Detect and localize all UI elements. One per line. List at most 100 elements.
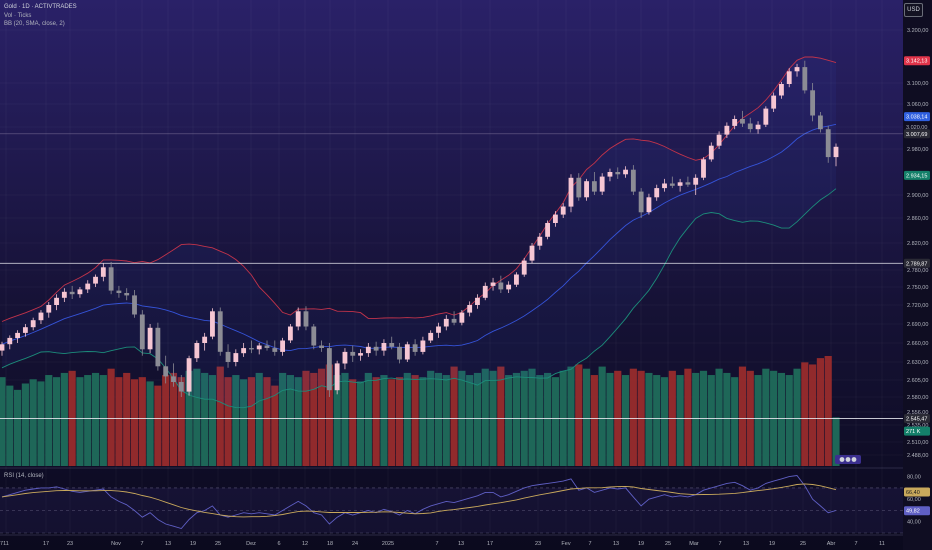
candle-body: [295, 311, 301, 327]
candle-body: [241, 348, 247, 354]
candle-body: [124, 293, 130, 296]
volume-bar: [107, 368, 115, 466]
currency-button[interactable]: USD: [904, 3, 923, 17]
volume-bar: [146, 381, 154, 466]
candle-body: [69, 291, 75, 295]
volume-bar: [45, 375, 53, 466]
time-tick-label: 25: [215, 541, 221, 547]
candle-body: [436, 326, 441, 333]
rsi-tick-label: 40,00: [907, 520, 921, 526]
volume-bar: [333, 375, 341, 466]
price-tick-label: 2.690,00: [907, 322, 928, 328]
time-tick-label: 17: [43, 541, 49, 547]
candle-body: [46, 305, 52, 313]
volume-bar: [154, 385, 162, 466]
candle-body: [210, 311, 215, 337]
volume-bar: [450, 366, 458, 466]
candle-body: [662, 183, 667, 189]
volume-bar: [279, 372, 287, 466]
volume-bar: [481, 368, 489, 466]
candle-body: [85, 283, 91, 290]
time-tick-label: 7: [718, 541, 721, 547]
volume-bar: [224, 377, 232, 466]
volume-bar: [434, 372, 443, 466]
candle-body: [443, 318, 449, 327]
volume-bar: [76, 377, 84, 466]
price-axis[interactable]: 3.200,00 3.100,00 3.060,00 3.020,00 2.980,00…: [907, 28, 928, 526]
candle-body: [506, 284, 512, 290]
volume-bar: [411, 375, 419, 466]
volume-bar: [216, 366, 224, 466]
candle-body: [100, 267, 106, 277]
candle-body: [833, 146, 839, 158]
volume-bar: [130, 379, 139, 466]
time-tick-label: 7: [854, 541, 857, 547]
candle-body: [163, 366, 169, 377]
rsi-tag: 49,82: [906, 509, 920, 515]
volume-bar: [629, 368, 637, 466]
rsi-pane: [0, 475, 903, 534]
volume-bar: [325, 364, 333, 466]
candle-body: [451, 318, 457, 323]
volume-bar: [240, 379, 248, 466]
candle-body: [584, 181, 589, 198]
candle-body: [334, 363, 340, 391]
candle-body: [802, 67, 808, 91]
rsi-legend[interactable]: RSI (14, close): [4, 473, 44, 479]
volume-bar: [380, 375, 388, 466]
candle-body: [428, 332, 434, 341]
candle-body: [350, 351, 356, 356]
candle-body: [0, 344, 5, 351]
price-tag-bg: [904, 414, 930, 423]
candle-body: [490, 282, 496, 286]
candle-body: [178, 382, 184, 392]
volume-bar: [816, 358, 824, 466]
candle-body: [7, 337, 13, 345]
volume-bar: [247, 377, 256, 466]
time-tick-label: 7: [588, 541, 591, 547]
volume-bar: [99, 375, 107, 466]
rsi-ma-tag: 66,40: [906, 490, 920, 496]
candle-body: [740, 119, 745, 124]
candle-body: [287, 326, 293, 341]
candle-body: [303, 311, 309, 327]
time-tick-label: 19: [638, 541, 644, 547]
time-axis[interactable]: 11 17 23 Nov 7 13 19 25 Dez 6 12 18 24 2025 7 13 17 23 Fev…: [0, 541, 885, 547]
candle-body: [93, 276, 98, 284]
logo-icon: [835, 455, 861, 464]
candle-body: [15, 332, 20, 338]
candle-body: [724, 125, 730, 135]
rsi-tick-label: 60,00: [907, 497, 921, 503]
candle-body: [482, 285, 488, 298]
price-tick-label: 2.900,00: [907, 193, 928, 199]
volume-bar: [271, 385, 279, 466]
price-tags: 3.142,13 3.038,14 3.020,003.007,69 2.934,15…: [904, 56, 930, 516]
volume-bar: [349, 379, 357, 466]
candle-body: [132, 295, 137, 315]
volume-bar: [785, 375, 793, 466]
volume-bar: [793, 368, 801, 466]
volume-bar: [21, 383, 29, 466]
volume-bar: [356, 381, 365, 466]
bollinger-legend[interactable]: BB (20, SMA, close, 2): [4, 21, 65, 27]
volume-bar: [653, 375, 661, 466]
time-tick-label: 18: [327, 541, 333, 547]
time-tick-label: 11: [879, 541, 885, 547]
price-tick-label: 3.200,00: [907, 28, 928, 34]
volume-legend[interactable]: Vol · Ticks: [4, 13, 32, 19]
volume-bar: [286, 375, 294, 466]
candle-body: [646, 197, 652, 213]
candle-body: [61, 291, 67, 298]
candle-body: [537, 236, 543, 246]
volume-bar: [512, 372, 521, 466]
volume-bar: [832, 417, 840, 466]
candle-body: [249, 348, 254, 350]
candle-body: [638, 191, 644, 213]
rsi-ma-tag-bg: [904, 487, 930, 497]
horizontal-lines[interactable]: [0, 133, 903, 419]
time-tick-label: 13: [458, 541, 464, 547]
candle-body: [420, 340, 426, 352]
price-tick-label: 2.535,00: [907, 423, 928, 429]
symbol-legend[interactable]: Gold · 1D · ACTIVTRADES: [4, 4, 77, 10]
